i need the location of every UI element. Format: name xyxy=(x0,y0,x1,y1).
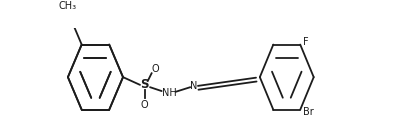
Text: S: S xyxy=(141,78,149,91)
Text: N: N xyxy=(190,81,198,91)
Text: Br: Br xyxy=(303,107,314,117)
Text: O: O xyxy=(141,100,148,110)
Text: O: O xyxy=(152,64,159,74)
Text: CH₃: CH₃ xyxy=(59,1,77,11)
Text: F: F xyxy=(303,37,309,47)
Text: NH: NH xyxy=(162,88,177,98)
